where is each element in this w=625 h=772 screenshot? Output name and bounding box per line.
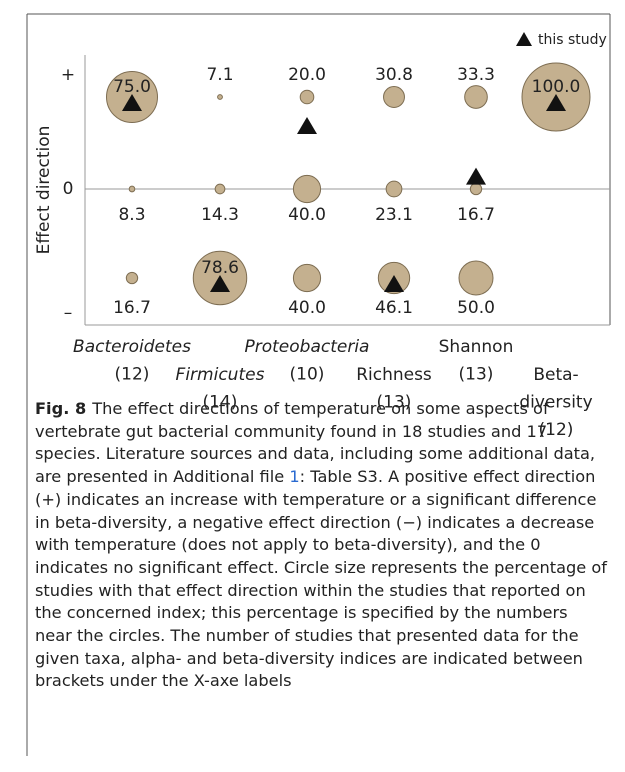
x-tick-label: Richness: [356, 365, 432, 385]
y-tick-label: 0: [63, 179, 74, 199]
this-study-marker: [297, 117, 317, 134]
bubble: [469, 182, 483, 196]
bubble: [383, 86, 405, 108]
this-study-marker: [122, 94, 142, 111]
x-tick-label: (13): [377, 393, 412, 413]
this-study-marker: [546, 94, 566, 111]
bubble: [217, 94, 223, 100]
y-tick-label: +: [61, 65, 75, 85]
caption-link[interactable]: 1: [289, 467, 300, 487]
value-label: 75.0: [113, 77, 151, 97]
x-tick-label: (12): [115, 365, 150, 385]
value-label: 46.1: [375, 298, 413, 318]
caption-text: : Table S3. A positive effect direction …: [35, 467, 607, 691]
bubble: [385, 180, 403, 198]
value-label: 30.8: [375, 65, 413, 85]
x-tick-label: (12): [539, 420, 574, 440]
legend-marker: [516, 32, 532, 46]
bubble: [125, 271, 139, 285]
bubble: [292, 174, 322, 204]
bubble: [128, 185, 136, 193]
value-label: 16.7: [113, 298, 151, 318]
bubble: [214, 183, 226, 195]
value-label: 20.0: [288, 65, 326, 85]
value-label: 40.0: [288, 298, 326, 318]
x-tick-label: (14): [203, 393, 238, 413]
caption: Fig. 8 The effect directions of temperatu…: [35, 398, 609, 693]
x-tick-label: (13): [459, 365, 494, 385]
value-label: 78.6: [201, 258, 239, 278]
x-tick-label: Bacteroidetes: [73, 337, 191, 357]
value-label: 23.1: [375, 205, 413, 225]
value-label: 33.3: [457, 65, 495, 85]
this-study-marker: [210, 275, 230, 292]
caption-text: The effect directions of temperature on …: [35, 399, 596, 487]
value-label: 50.0: [457, 298, 495, 318]
x-tick-label: Firmicutes: [176, 365, 265, 385]
x-tick-label: diversity: [519, 393, 592, 413]
legend-label: this study: [538, 32, 607, 48]
caption-label: Fig. 8: [35, 399, 87, 418]
bubble: [292, 263, 322, 293]
this-study-marker: [384, 275, 404, 292]
x-tick-label: (10): [290, 365, 325, 385]
y-tick-label: –: [64, 303, 73, 323]
value-label: 14.3: [201, 205, 239, 225]
x-tick-label: Shannon: [439, 337, 514, 357]
value-label: 16.7: [457, 205, 495, 225]
value-label: 8.3: [118, 205, 145, 225]
x-tick-label: Beta-: [533, 365, 578, 385]
bubble: [464, 85, 488, 109]
bubble: [299, 89, 315, 105]
value-label: 100.0: [532, 77, 581, 97]
bubble: [458, 260, 494, 296]
x-tick-label: Proteobacteria: [245, 337, 370, 357]
this-study-marker: [466, 167, 486, 185]
value-label: 40.0: [288, 205, 326, 225]
y-label: Effect direction: [34, 126, 54, 255]
value-label: 7.1: [206, 65, 233, 85]
